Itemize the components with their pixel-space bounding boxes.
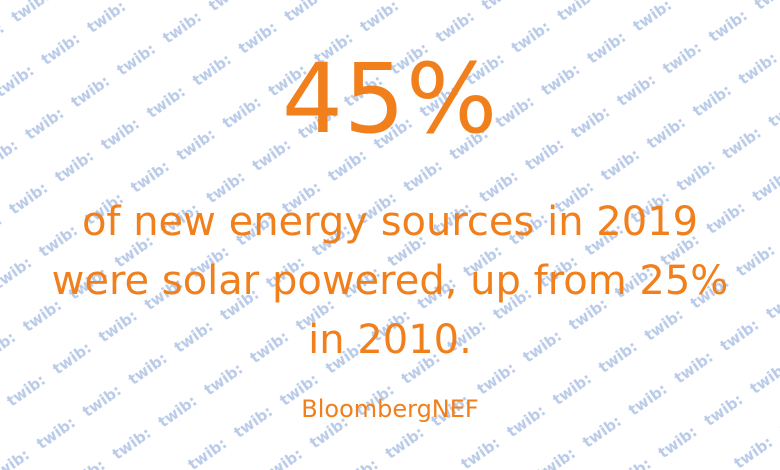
statement-text: of new energy sources in 2019 were solar… [51, 199, 729, 363]
headline-percentage: 45% [281, 43, 499, 155]
source-label: BloombergNEF [301, 395, 479, 423]
